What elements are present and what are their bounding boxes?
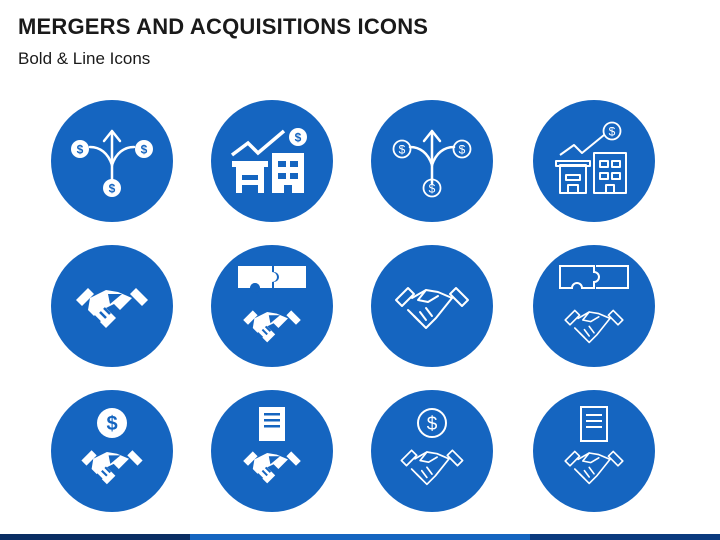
- slide-title: MERGERS AND ACQUISITIONS ICONS: [18, 14, 429, 39]
- footer-segment: [0, 534, 190, 540]
- footer-segment: [190, 534, 530, 540]
- split-arrow-money-line-icon: [370, 99, 494, 223]
- svg-text:$: $: [427, 414, 438, 435]
- handshake-line-icon: [370, 244, 494, 368]
- slide-subtitle: Bold & Line Icons: [18, 49, 151, 68]
- handshake-bold-icon: [50, 244, 174, 368]
- document-handshake-line-icon: [532, 389, 656, 513]
- dollar-handshake-bold-icon: $: [50, 389, 174, 513]
- puzzle-handshake-line-icon: [532, 244, 656, 368]
- growth-buildings-line-icon: [532, 99, 656, 223]
- footer-bar: [0, 534, 720, 540]
- split-arrow-money-bold-icon: [50, 99, 174, 223]
- dollar-handshake-line-icon: $: [370, 389, 494, 513]
- footer-segment: [530, 534, 720, 540]
- puzzle-handshake-bold-icon: [210, 244, 334, 368]
- document-handshake-bold-icon: [210, 389, 334, 513]
- svg-text:$: $: [106, 413, 117, 435]
- growth-buildings-bold-icon: [210, 99, 334, 223]
